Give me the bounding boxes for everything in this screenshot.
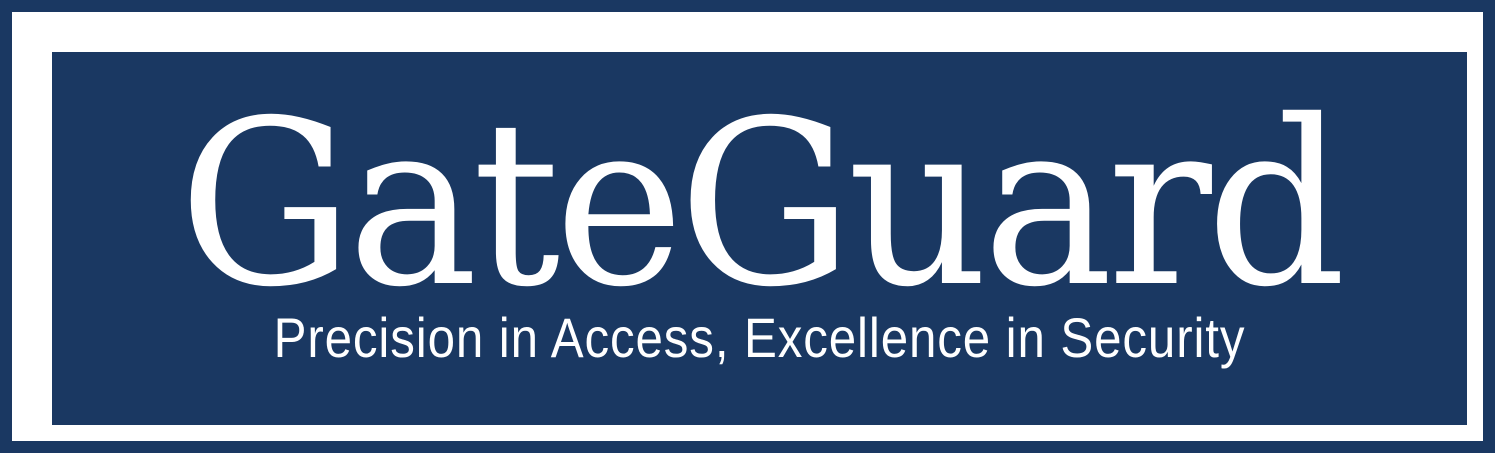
brand-tagline: Precision in Access, Excellence in Secur… (273, 306, 1246, 369)
logo-white-frame: GateGuard Precision in Access, Excellenc… (12, 12, 1483, 441)
brand-name: GateGuard (178, 71, 1346, 337)
logo-panel: GateGuard Precision in Access, Excellenc… (52, 52, 1467, 425)
